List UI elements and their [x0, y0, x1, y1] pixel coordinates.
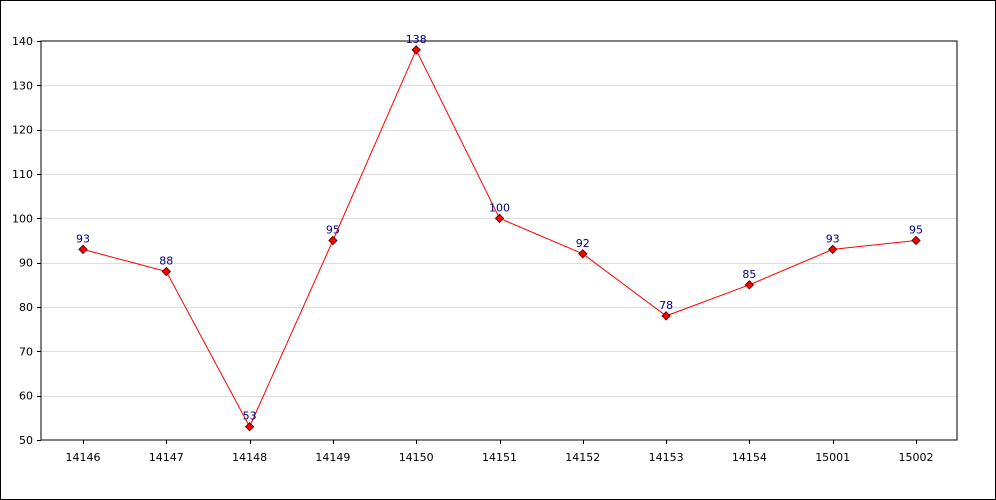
- x-tick-label: 14148: [232, 451, 267, 464]
- data-point: [328, 235, 338, 246]
- y-tick-label: 60: [19, 390, 33, 403]
- data-point: [244, 421, 255, 432]
- data-point: [494, 213, 505, 224]
- x-tick-label: 14151: [482, 451, 517, 464]
- x-tick-label: 15001: [815, 451, 850, 464]
- x-tick-label: 14149: [315, 451, 350, 464]
- data-label: 85: [742, 268, 756, 281]
- y-tick-label: 70: [19, 345, 33, 358]
- data-point: [161, 266, 172, 277]
- data-label: 78: [659, 299, 673, 312]
- data-point: [411, 45, 421, 55]
- x-tick-label: 14153: [649, 451, 684, 464]
- x-tick-label: 14154: [732, 451, 767, 464]
- x-tick-label: 14146: [66, 451, 101, 464]
- data-label: 88: [159, 255, 173, 268]
- x-tick-label: 14147: [149, 451, 184, 464]
- gridlines: [41, 85, 957, 397]
- y-tick-label: 120: [12, 124, 33, 137]
- y-tick-label: 90: [19, 257, 33, 270]
- series-line: [82, 48, 917, 428]
- data-label: 100: [489, 201, 510, 214]
- data-label: 93: [826, 232, 840, 245]
- y-tick-label: 50: [19, 434, 33, 447]
- data-label: 95: [909, 224, 923, 237]
- data-point: [744, 280, 755, 290]
- y-tick-label: 130: [12, 79, 33, 92]
- series-layer: [78, 45, 921, 432]
- x-tick-label: 14150: [399, 451, 434, 464]
- data-point: [827, 244, 838, 255]
- data-label: 92: [576, 237, 590, 250]
- x-tick-label: 15002: [899, 451, 934, 464]
- data-point: [578, 249, 588, 259]
- y-tick-label: 100: [12, 212, 33, 225]
- data-label: 93: [76, 232, 90, 245]
- x-tick-label: 14152: [565, 451, 600, 464]
- data-point: [78, 244, 88, 255]
- data-label: 95: [326, 224, 340, 237]
- data-point: [911, 235, 921, 246]
- data-point: [661, 311, 671, 321]
- data-label: 138: [406, 33, 427, 46]
- y-tick-label: 110: [12, 168, 33, 181]
- data-label: 53: [243, 410, 257, 423]
- y-tick-label: 140: [12, 35, 33, 48]
- axis-ticks: 50 60 70 80 90 100 110 120 130 140 14146 14147 14148…: [12, 35, 934, 464]
- plot-area: [40, 40, 958, 441]
- data-labels: 93 88 53 95 138 100 92 78 85 93 95: [76, 33, 923, 423]
- y-tick-label: 80: [19, 301, 33, 314]
